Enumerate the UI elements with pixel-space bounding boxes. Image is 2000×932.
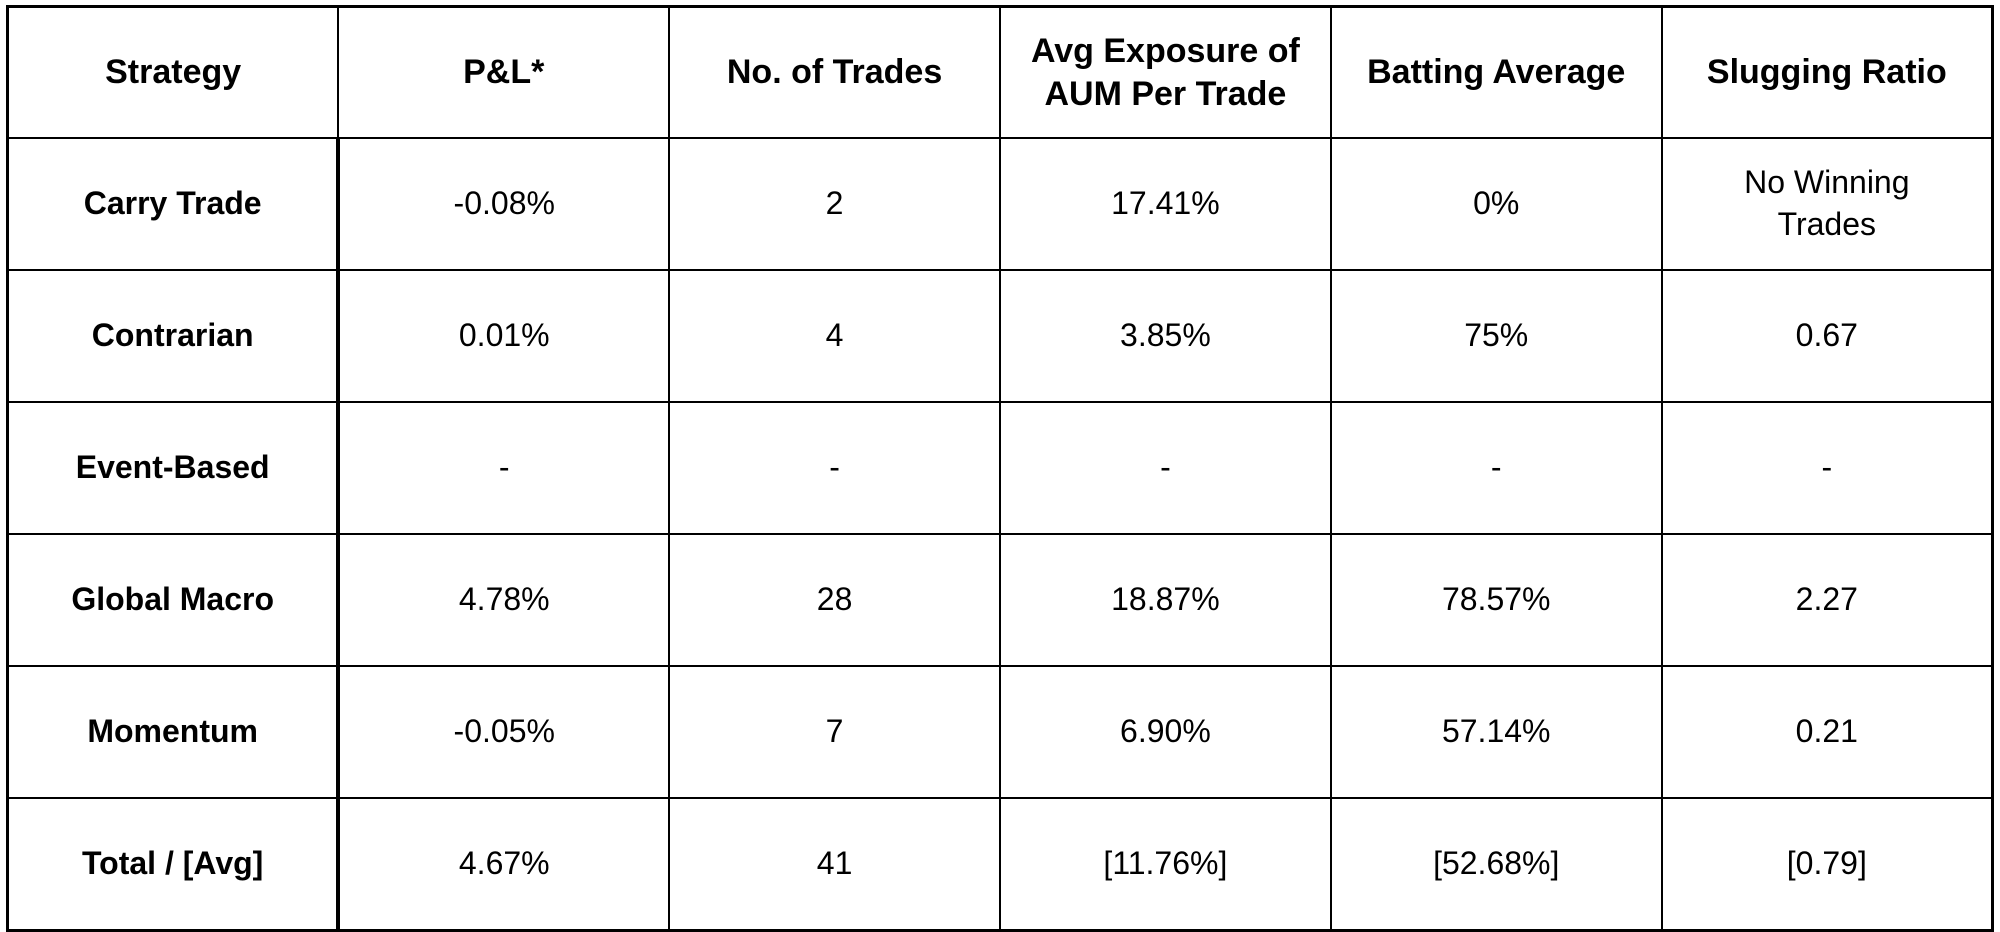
cell-strategy: Global Macro [6, 533, 341, 667]
cell-avg-exposure: 6.90% [998, 665, 1332, 799]
table-row-momentum: Momentum -0.05% 7 6.90% 57.14% 0.21 [6, 665, 1994, 799]
header-row: Strategy P&L* No. of Trades Avg Exposure… [6, 5, 1994, 139]
cell-avg-exposure: 3.85% [998, 269, 1332, 403]
column-header-avg-exposure: Avg Exposure of AUM Per Trade [998, 5, 1332, 139]
table-body: Carry Trade -0.08% 2 17.41% 0% No Winnin… [6, 137, 1994, 932]
cell-avg-exposure: [11.76%] [998, 797, 1332, 932]
cell-pnl: -0.05% [337, 665, 671, 799]
cell-pnl: 0.01% [337, 269, 671, 403]
strategy-performance-table: Strategy P&L* No. of Trades Avg Exposure… [6, 5, 1994, 932]
column-header-slugging-ratio: Slugging Ratio [1660, 5, 1994, 139]
cell-no-of-trades: 2 [668, 137, 1001, 271]
table-row-event-based: Event-Based - - - - - [6, 401, 1994, 535]
cell-slugging-ratio: 2.27 [1660, 533, 1994, 667]
cell-strategy: Carry Trade [6, 137, 341, 271]
cell-batting-average: - [1329, 401, 1663, 535]
cell-slugging-ratio: [0.79] [1660, 797, 1994, 932]
table-row-global-macro: Global Macro 4.78% 28 18.87% 78.57% 2.27 [6, 533, 1994, 667]
column-header-no-of-trades: No. of Trades [668, 5, 1001, 139]
cell-batting-average: 57.14% [1329, 665, 1663, 799]
cell-pnl: - [337, 401, 671, 535]
column-header-batting-average: Batting Average [1329, 5, 1663, 139]
cell-no-of-trades: 4 [668, 269, 1001, 403]
cell-pnl: 4.67% [337, 797, 671, 932]
table-row-total-avg: Total / [Avg] 4.67% 41 [11.76%] [52.68%]… [6, 797, 1994, 932]
cell-batting-average: 78.57% [1329, 533, 1663, 667]
cell-avg-exposure: 17.41% [998, 137, 1332, 271]
column-header-pnl: P&L* [337, 5, 671, 139]
cell-strategy: Contrarian [6, 269, 341, 403]
cell-batting-average: [52.68%] [1329, 797, 1663, 932]
cell-no-of-trades: 41 [668, 797, 1001, 932]
table-row-carry-trade: Carry Trade -0.08% 2 17.41% 0% No Winnin… [6, 137, 1994, 271]
cell-strategy: Event-Based [6, 401, 341, 535]
column-header-strategy: Strategy [6, 5, 340, 139]
cell-pnl: -0.08% [337, 137, 671, 271]
cell-pnl: 4.78% [337, 533, 671, 667]
table-row-contrarian: Contrarian 0.01% 4 3.85% 75% 0.67 [6, 269, 1994, 403]
cell-batting-average: 0% [1329, 137, 1663, 271]
cell-avg-exposure: 18.87% [998, 533, 1332, 667]
cell-slugging-ratio: - [1660, 401, 1994, 535]
cell-slugging-ratio: No Winning Trades [1660, 137, 1994, 271]
cell-no-of-trades: 7 [668, 665, 1001, 799]
table-header: Strategy P&L* No. of Trades Avg Exposure… [6, 5, 1994, 139]
cell-strategy: Momentum [6, 665, 341, 799]
cell-no-of-trades: - [668, 401, 1001, 535]
cell-no-of-trades: 28 [668, 533, 1001, 667]
cell-avg-exposure: - [998, 401, 1332, 535]
cell-slugging-ratio: 0.67 [1660, 269, 1994, 403]
cell-strategy: Total / [Avg] [6, 797, 341, 932]
cell-batting-average: 75% [1329, 269, 1663, 403]
cell-slugging-ratio: 0.21 [1660, 665, 1994, 799]
